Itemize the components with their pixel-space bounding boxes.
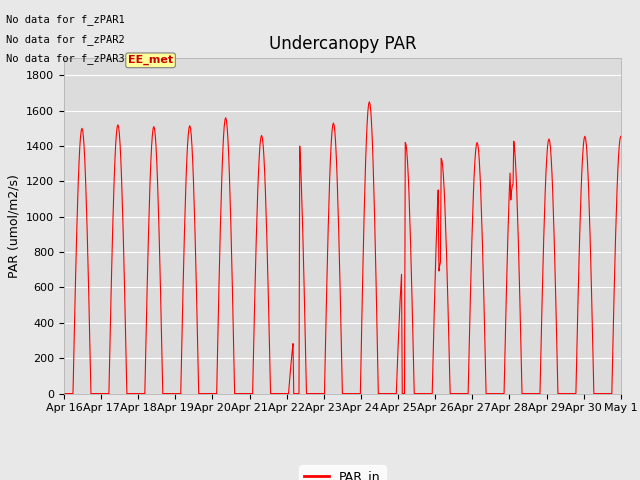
Text: No data for f_zPAR1: No data for f_zPAR1 [6, 14, 125, 25]
Legend: PAR_in: PAR_in [299, 465, 386, 480]
Text: No data for f_zPAR3: No data for f_zPAR3 [6, 53, 125, 64]
Text: No data for f_zPAR2: No data for f_zPAR2 [6, 34, 125, 45]
Text: EE_met: EE_met [128, 55, 173, 65]
Y-axis label: PAR (umol/m2/s): PAR (umol/m2/s) [8, 174, 20, 277]
Title: Undercanopy PAR: Undercanopy PAR [269, 35, 416, 53]
